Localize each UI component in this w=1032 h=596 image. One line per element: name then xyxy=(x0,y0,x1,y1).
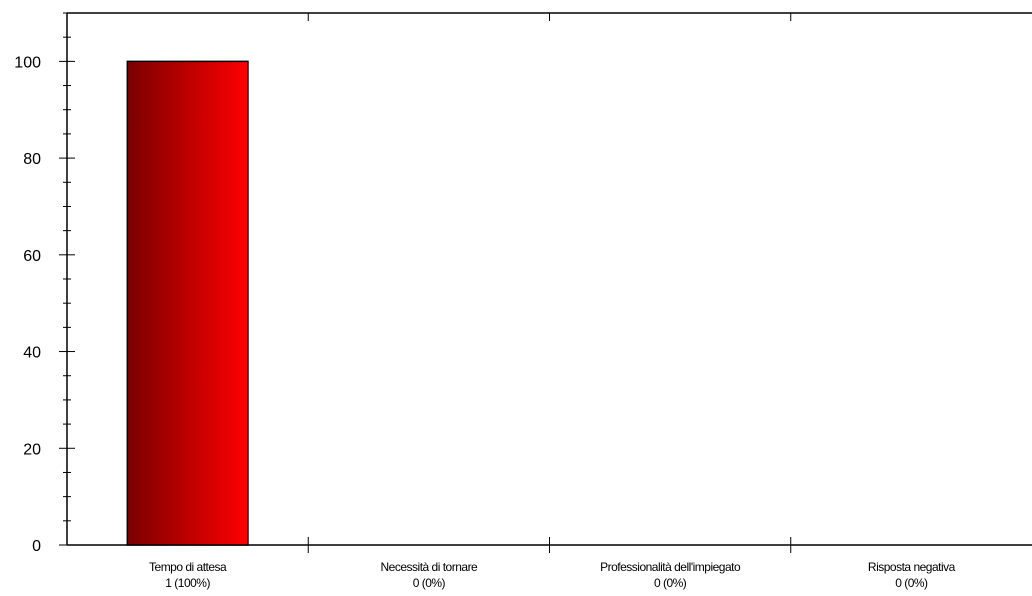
y-tick-label: 40 xyxy=(23,345,41,362)
x-category-sublabel: 0 (0%) xyxy=(413,576,446,590)
y-tick-label: 100 xyxy=(14,54,41,71)
x-category-label: Risposta negativa xyxy=(868,560,956,574)
y-tick-label: 80 xyxy=(23,151,41,168)
plot-area: 0 20 40 60 80 100 Tempo di attesa 1 (100%) Neces… xyxy=(14,12,1032,590)
x-category-sublabel: 0 (0%) xyxy=(654,576,687,590)
x-category-sublabel: 0 (0%) xyxy=(895,576,928,590)
y-tick-label: 60 xyxy=(23,248,41,265)
bar xyxy=(126,60,249,546)
y-tick-label: 20 xyxy=(23,441,41,458)
y-tick-label: 0 xyxy=(32,538,41,555)
x-category-sublabel: 1 (100%) xyxy=(165,576,210,590)
x-category-label: Necessità di tornare xyxy=(381,560,479,574)
x-category-label: Tempo di attesa xyxy=(149,560,227,574)
x-category-label: Professionalità dell'impiegato xyxy=(600,560,741,574)
